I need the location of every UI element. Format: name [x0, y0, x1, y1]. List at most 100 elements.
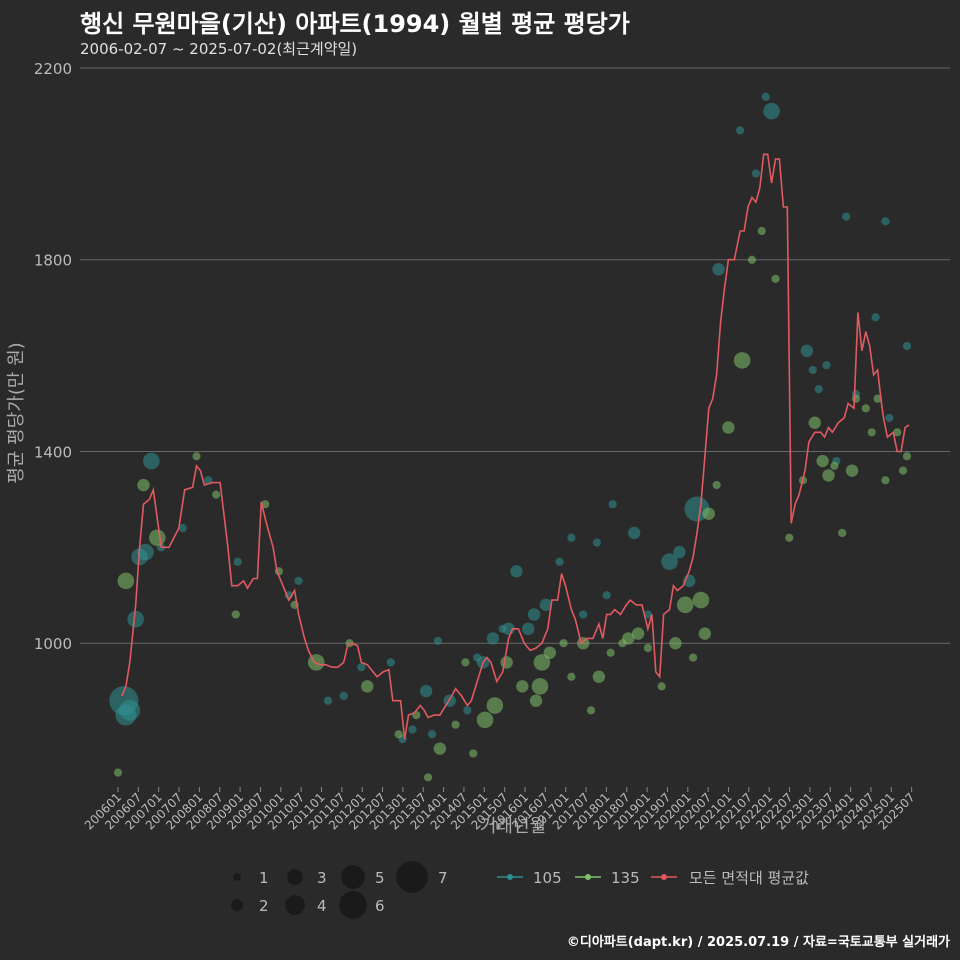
point-105 — [294, 576, 303, 585]
point-135 — [231, 610, 240, 619]
point-135 — [424, 773, 433, 782]
point-135 — [830, 461, 839, 470]
point-135 — [592, 670, 606, 683]
point-105 — [643, 610, 653, 619]
point-135 — [113, 768, 123, 777]
size-legend-label: 3 — [317, 869, 327, 887]
point-135 — [873, 394, 882, 403]
point-135 — [461, 658, 470, 667]
point-105 — [522, 622, 535, 636]
point-105 — [143, 452, 160, 470]
point-135 — [845, 464, 859, 477]
point-105 — [751, 169, 760, 178]
size-legend-circle — [287, 869, 303, 885]
size-legend-circle — [285, 895, 305, 915]
point-135 — [747, 255, 757, 264]
point-135 — [606, 648, 615, 657]
size-legend-label: 4 — [317, 897, 327, 915]
size-legend-circle — [396, 861, 428, 893]
size-legend-label: 2 — [259, 897, 269, 915]
chart-subtitle: 2006-02-07 ~ 2025-07-02(최근계약일) — [80, 40, 358, 58]
y-tick-2200: 2200 — [34, 60, 72, 78]
point-135 — [657, 682, 666, 691]
point-135 — [816, 454, 829, 468]
point-135 — [394, 730, 403, 739]
point-105 — [627, 526, 641, 540]
point-105 — [822, 361, 831, 370]
point-105 — [761, 92, 770, 101]
point-135 — [643, 643, 653, 653]
point-105 — [510, 565, 523, 578]
point-135 — [543, 646, 556, 659]
size-legend: 1 2 3 4 5 6 7 — [231, 861, 448, 919]
point-105 — [323, 696, 333, 705]
point-135 — [516, 680, 529, 693]
point-135 — [867, 428, 876, 437]
point-135 — [469, 749, 478, 758]
point-135 — [893, 428, 902, 437]
point-135 — [676, 596, 694, 614]
point-105 — [463, 706, 472, 715]
point-135 — [688, 653, 698, 662]
point-135 — [771, 274, 780, 284]
point-135 — [148, 529, 166, 547]
point-135 — [117, 572, 135, 590]
size-legend-label: 6 — [375, 897, 385, 915]
size-legend-label: 5 — [375, 869, 385, 887]
size-legend-circle — [233, 873, 241, 881]
y-axis-label: 평균 평당가(만 원) — [6, 342, 27, 483]
point-105 — [486, 632, 500, 645]
size-legend-circle — [231, 899, 243, 911]
size-legend-circle — [341, 865, 365, 889]
point-135 — [192, 452, 201, 461]
point-135 — [137, 478, 150, 492]
point-135 — [559, 639, 568, 648]
average-price-line — [121, 153, 910, 740]
point-135 — [808, 416, 821, 429]
point-105 — [339, 691, 348, 701]
point-135 — [669, 637, 682, 650]
point-135 — [531, 678, 549, 695]
gridlines — [80, 67, 950, 644]
point-105 — [567, 533, 576, 542]
point-105 — [433, 636, 443, 645]
point-135 — [722, 421, 735, 434]
point-135 — [567, 672, 576, 681]
point-135 — [898, 466, 908, 475]
point-135 — [712, 480, 721, 490]
point-135 — [631, 627, 645, 640]
point-105 — [178, 524, 187, 533]
point-105 — [608, 500, 617, 509]
point-135 — [451, 720, 460, 729]
legend-item-average: 모든 면적대 평균값 — [651, 869, 809, 887]
x-axis-label: 거래년월 — [480, 816, 546, 837]
point-105 — [357, 663, 366, 672]
point-135 — [500, 656, 513, 669]
legend: 1 2 3 4 5 6 7 105 135 모든 면적대 평균값 — [231, 861, 809, 919]
point-105 — [233, 557, 242, 566]
point-135 — [433, 742, 447, 755]
legend-label-average: 모든 면적대 평균값 — [689, 869, 809, 887]
point-135 — [861, 404, 870, 413]
point-105 — [763, 102, 780, 120]
point-105 — [842, 212, 851, 221]
point-105 — [408, 725, 417, 734]
point-105 — [814, 385, 823, 394]
legend-label-105: 105 — [533, 869, 562, 887]
legend-label-135: 135 — [611, 869, 640, 887]
point-105 — [592, 538, 602, 547]
point-135 — [702, 507, 715, 520]
point-105 — [736, 126, 745, 135]
point-105 — [386, 658, 395, 667]
point-135 — [622, 632, 635, 645]
point-105 — [137, 543, 154, 561]
point-135 — [586, 706, 596, 715]
point-135 — [476, 711, 494, 729]
point-105 — [673, 545, 686, 559]
y-tick-1000: 1000 — [34, 635, 72, 653]
point-105 — [579, 610, 588, 619]
point-105 — [419, 684, 433, 698]
point-135 — [698, 627, 712, 640]
point-105 — [808, 365, 817, 375]
size-legend-label: 7 — [438, 869, 448, 887]
